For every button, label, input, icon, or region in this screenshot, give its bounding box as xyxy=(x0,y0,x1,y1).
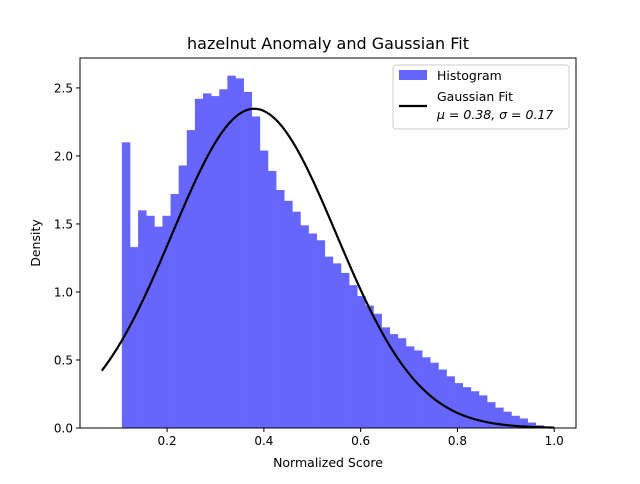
histogram-bar xyxy=(251,116,261,429)
histogram-bar xyxy=(414,350,423,428)
histogram-bar xyxy=(405,346,415,428)
plot-area xyxy=(79,57,577,429)
histogram-bar xyxy=(389,334,399,428)
histogram-bar xyxy=(487,402,496,428)
histogram-bar xyxy=(292,211,301,428)
histogram-bar xyxy=(284,200,293,428)
histogram-bar xyxy=(211,96,220,428)
histogram-bar xyxy=(381,327,391,428)
histogram-bar xyxy=(146,215,155,428)
histogram-bar xyxy=(519,418,528,428)
histogram-bar xyxy=(219,89,228,428)
y-tick-label: 2.5 xyxy=(54,81,73,95)
histogram-bar xyxy=(194,98,204,428)
histogram-bar xyxy=(138,210,147,428)
histogram-bar xyxy=(259,150,269,428)
histogram-bar xyxy=(438,369,447,428)
histogram-bar xyxy=(357,296,366,428)
y-tick-label: 0.5 xyxy=(54,353,73,367)
histogram-bar xyxy=(276,189,285,428)
histogram-bars xyxy=(121,75,545,429)
histogram-bar xyxy=(267,170,277,428)
legend: Histogram Gaussian Fit μ = 0.38, σ = 0.1… xyxy=(392,64,570,130)
histogram-bar xyxy=(235,78,244,429)
histogram-bar xyxy=(243,92,253,428)
histogram-bar xyxy=(316,240,326,428)
histogram-bar xyxy=(446,376,455,428)
histogram-bar xyxy=(511,415,520,428)
histogram-bar xyxy=(324,256,334,428)
histogram-bar xyxy=(454,383,464,428)
histogram-bar xyxy=(170,194,180,428)
y-tick-label: 2.0 xyxy=(54,149,73,163)
chart-title: hazelnut Anomaly and Gaussian Fit xyxy=(187,34,469,53)
legend-box xyxy=(392,64,570,130)
histogram-bar xyxy=(203,93,212,429)
x-tick-label: 0.6 xyxy=(351,434,370,448)
legend-histogram-swatch xyxy=(399,70,427,80)
histogram-bar xyxy=(430,362,439,428)
gaussian-fit-line xyxy=(100,107,555,429)
y-axis: 0.0 0.5 1.0 1.5 2.0 2.5 xyxy=(54,81,80,436)
histogram-bar xyxy=(129,247,139,428)
legend-gaussian-params: μ = 0.38, σ = 0.17 xyxy=(436,107,553,122)
histogram-bar xyxy=(308,233,317,428)
x-axis: 0.2 0.4 0.6 0.8 1.0 xyxy=(158,428,564,448)
histogram-bar xyxy=(462,387,472,428)
histogram-bar xyxy=(470,391,480,428)
y-tick-label: 0.0 xyxy=(54,422,73,436)
histogram-bar xyxy=(365,305,374,428)
x-tick-label: 0.4 xyxy=(254,434,273,448)
x-tick-label: 0.2 xyxy=(158,434,177,448)
histogram-bar xyxy=(397,338,407,428)
histogram-bar xyxy=(527,422,537,428)
plot-frame xyxy=(79,57,577,429)
histogram-bar xyxy=(300,225,309,428)
histogram-bar xyxy=(495,407,504,428)
histogram-bar xyxy=(503,411,512,428)
legend-gaussian-label: Gaussian Fit xyxy=(437,89,513,104)
x-tick-label: 0.8 xyxy=(448,434,467,448)
histogram-bar xyxy=(332,263,342,428)
y-tick-label: 1.0 xyxy=(54,285,73,299)
histogram-bar xyxy=(162,215,171,428)
histogram-bar xyxy=(373,313,382,428)
y-tick-label: 1.5 xyxy=(54,217,73,231)
x-tick-label: 1.0 xyxy=(545,434,564,448)
histogram-bar xyxy=(121,142,131,428)
histogram-bar xyxy=(340,272,350,428)
histogram-bar xyxy=(478,395,488,428)
legend-histogram-label: Histogram xyxy=(437,68,502,83)
histogram-bar xyxy=(349,285,358,428)
histogram-bar xyxy=(186,130,196,428)
y-axis-label: Density xyxy=(28,219,43,267)
histogram-bar xyxy=(154,226,163,428)
histogram-bar xyxy=(227,75,236,429)
histogram-bar xyxy=(178,165,188,428)
x-axis-label: Normalized Score xyxy=(273,455,383,470)
